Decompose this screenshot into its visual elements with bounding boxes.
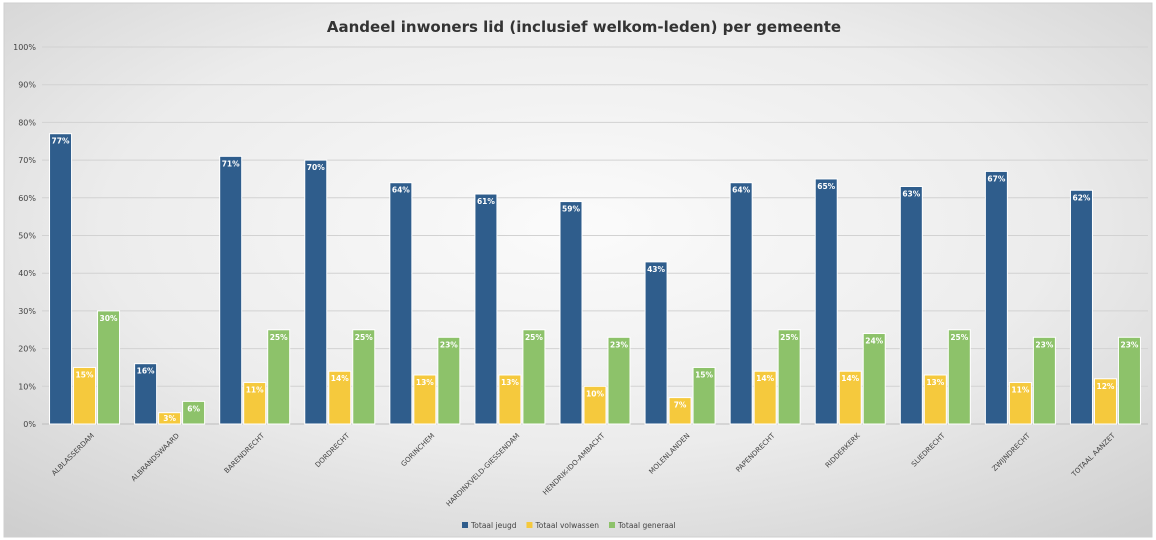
data-label: 12%: [1096, 382, 1114, 391]
data-label: 64%: [392, 186, 410, 195]
y-tick-label: 10%: [18, 382, 36, 391]
bar-totaal-generaal: [862, 333, 886, 425]
bar-totaal-volwassen: [243, 382, 267, 425]
data-label: 11%: [1011, 386, 1029, 395]
data-label: 71%: [222, 159, 240, 168]
bar-totaal-generaal: [97, 310, 121, 425]
data-label: 7%: [674, 401, 687, 410]
bar-totaal-volwassen: [753, 370, 777, 425]
bar-totaal-generaal: [607, 336, 631, 425]
bar-totaal-jeugd: [474, 193, 498, 425]
bar-totaal-jeugd: [219, 155, 243, 425]
data-label: 10%: [586, 389, 604, 398]
data-label: 6%: [187, 404, 200, 413]
bar-totaal-volwassen: [498, 374, 522, 425]
bar-totaal-volwassen: [1093, 378, 1117, 425]
data-label: 25%: [950, 333, 968, 342]
bar-totaal-volwassen: [158, 412, 182, 425]
data-label: 14%: [331, 374, 349, 383]
legend-swatch: [526, 522, 533, 528]
data-label: 15%: [695, 370, 713, 379]
data-label: 23%: [1120, 340, 1138, 349]
data-label: 59%: [562, 205, 580, 214]
data-label: 3%: [163, 414, 176, 423]
data-label: 63%: [902, 189, 920, 198]
y-tick-label: 90%: [18, 81, 36, 90]
bar-totaal-generaal: [692, 366, 716, 425]
y-tick-label: 50%: [18, 232, 36, 241]
legend-label: Totaal jeugd: [470, 521, 517, 530]
bar-totaal-volwassen: [838, 370, 862, 425]
bar-totaal-volwassen: [668, 397, 692, 425]
bar-totaal-generaal: [352, 329, 376, 425]
chart-title: Aandeel inwoners lid (inclusief welkom-l…: [327, 18, 841, 36]
data-label: 67%: [987, 174, 1005, 183]
bar-totaal-jeugd: [389, 182, 413, 425]
bar-totaal-generaal: [1117, 336, 1141, 425]
data-label: 23%: [610, 340, 628, 349]
bar-totaal-jeugd: [304, 159, 328, 425]
bar-totaal-volwassen: [583, 385, 607, 425]
data-label: 25%: [270, 333, 288, 342]
y-tick-label: 100%: [13, 43, 36, 52]
data-label: 14%: [841, 374, 859, 383]
data-label: 13%: [501, 378, 519, 387]
bar-totaal-volwassen: [73, 366, 97, 425]
y-tick-label: 60%: [18, 194, 36, 203]
bar-totaal-generaal: [947, 329, 971, 425]
bar-totaal-generaal: [777, 329, 801, 425]
data-label: 25%: [525, 333, 543, 342]
data-label: 24%: [865, 337, 883, 346]
data-label: 43%: [647, 265, 665, 274]
y-tick-label: 80%: [18, 118, 36, 127]
data-label: 13%: [416, 378, 434, 387]
data-label: 11%: [246, 386, 264, 395]
y-tick-label: 40%: [18, 269, 36, 278]
bar-totaal-jeugd: [644, 261, 668, 425]
bar-totaal-jeugd: [134, 363, 158, 425]
data-label: 77%: [52, 137, 70, 146]
data-label: 16%: [137, 367, 155, 376]
data-label: 23%: [440, 340, 458, 349]
bar-totaal-volwassen: [923, 374, 947, 425]
y-tick-label: 0%: [23, 420, 36, 429]
data-label: 65%: [817, 182, 835, 191]
bar-totaal-generaal: [182, 400, 206, 425]
bar-totaal-jeugd: [559, 201, 583, 425]
data-label: 62%: [1072, 193, 1090, 202]
data-label: 13%: [926, 378, 944, 387]
bar-totaal-volwassen: [328, 370, 352, 425]
bar-totaal-generaal: [437, 336, 461, 425]
y-tick-label: 30%: [18, 307, 36, 316]
bar-totaal-jeugd: [1069, 189, 1093, 425]
bar-totaal-volwassen: [1008, 382, 1032, 425]
data-label: 25%: [780, 333, 798, 342]
bar-totaal-jeugd: [729, 182, 753, 425]
data-label: 70%: [307, 163, 325, 172]
bar-totaal-generaal: [267, 329, 291, 425]
data-label: 23%: [1035, 340, 1053, 349]
bar-totaal-jeugd: [899, 185, 923, 425]
data-label: 64%: [732, 186, 750, 195]
bar-totaal-generaal: [1032, 336, 1056, 425]
bar-totaal-volwassen: [413, 374, 437, 425]
legend-label: Totaal volwassen: [534, 521, 599, 530]
legend-label: Totaal generaal: [617, 521, 676, 530]
bar-totaal-jeugd: [984, 170, 1008, 425]
legend-swatch: [609, 522, 615, 528]
bar-totaal-jeugd: [49, 133, 73, 425]
bar-totaal-generaal: [522, 329, 546, 425]
data-label: 25%: [355, 333, 373, 342]
data-label: 61%: [477, 197, 495, 206]
data-label: 14%: [756, 374, 774, 383]
bar-totaal-jeugd: [814, 178, 838, 425]
y-tick-label: 20%: [18, 345, 36, 354]
data-label: 30%: [100, 314, 118, 323]
legend-swatch: [462, 522, 468, 528]
data-label: 15%: [76, 370, 94, 379]
y-tick-label: 70%: [18, 156, 36, 165]
